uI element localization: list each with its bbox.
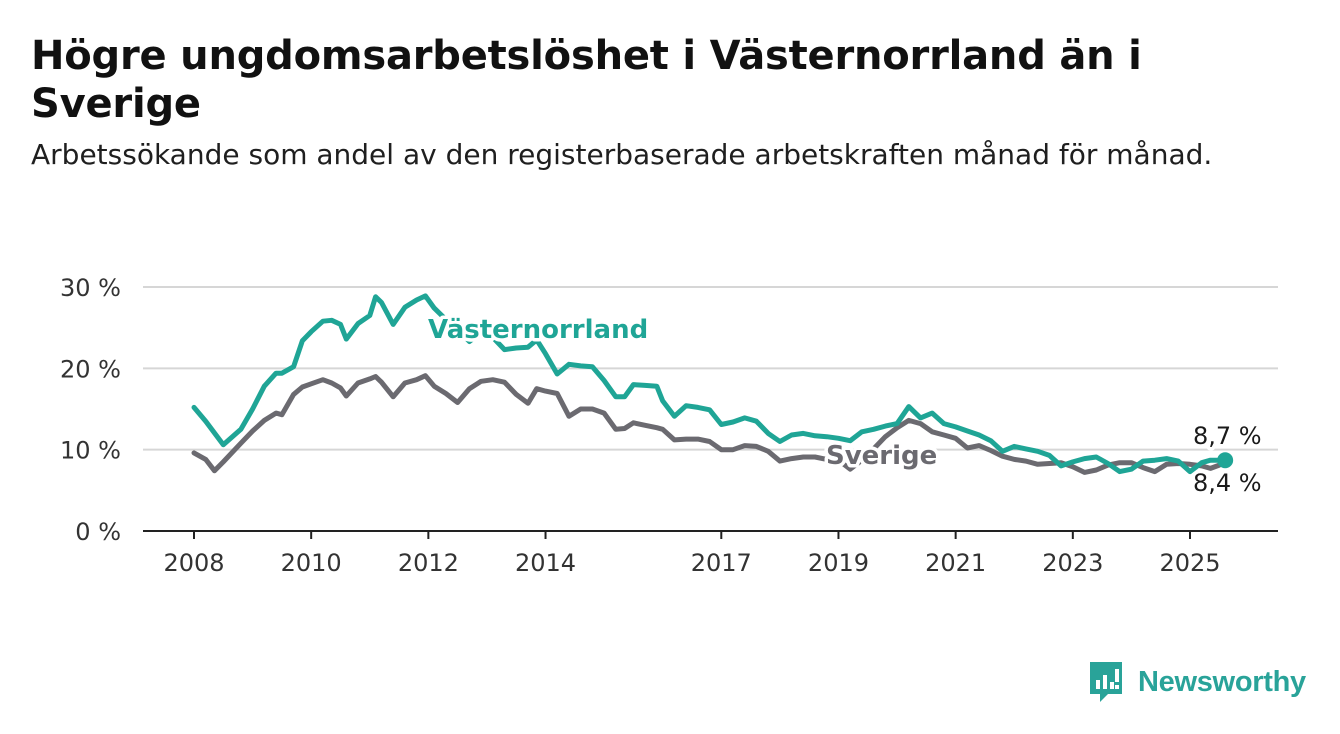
x-tick-label: 2017 [691,549,752,577]
y-axis: 0 % 10 % 20 % 30 % [60,274,121,546]
end-label-vasternorrland: 8,7 % [1193,422,1262,450]
x-tick-label: 2012 [398,549,459,577]
y-tick-label: 20 % [60,355,121,383]
y-tick-label: 0 % [75,518,121,546]
series-lines [191,293,1234,475]
y-tick-label: 30 % [60,274,121,302]
x-tick-label: 2019 [808,549,869,577]
newsworthy-logo-text: Newsworthy [1138,665,1306,698]
grid-lines [143,286,1278,451]
series-label-sverige: Sverige [826,441,937,471]
x-tick-label: 2025 [1159,549,1220,577]
end-label-sverige: 8,4 % [1193,469,1262,497]
end-point-marker [1217,452,1234,469]
x-tick-label: 2014 [515,549,576,577]
chart-title: Högre ungdomsarbetslöshet i Västernorrla… [31,33,1142,127]
series-label-vasternorrland: Västernorrland [428,315,648,345]
x-axis: 2008 2010 2012 2014 2017 2019 2021 2023 2025 [143,530,1278,577]
y-tick-label: 10 % [60,437,121,465]
x-tick-label: 2008 [163,549,224,577]
x-tick-label: 2021 [925,549,986,577]
chart-subtitle: Arbetssökande som andel av den registerb… [31,138,1213,171]
series-line-sverige [191,373,1228,475]
newsworthy-logo-icon [1090,662,1122,702]
series-labels: Västernorrland Sverige 8,7 % 8,4 % [425,312,1266,501]
x-tick-label: 2023 [1042,549,1103,577]
series-line-vasternorrland [191,293,1228,475]
x-tick-label: 2010 [281,549,342,577]
newsworthy-logo[interactable]: Newsworthy [1088,660,1306,704]
